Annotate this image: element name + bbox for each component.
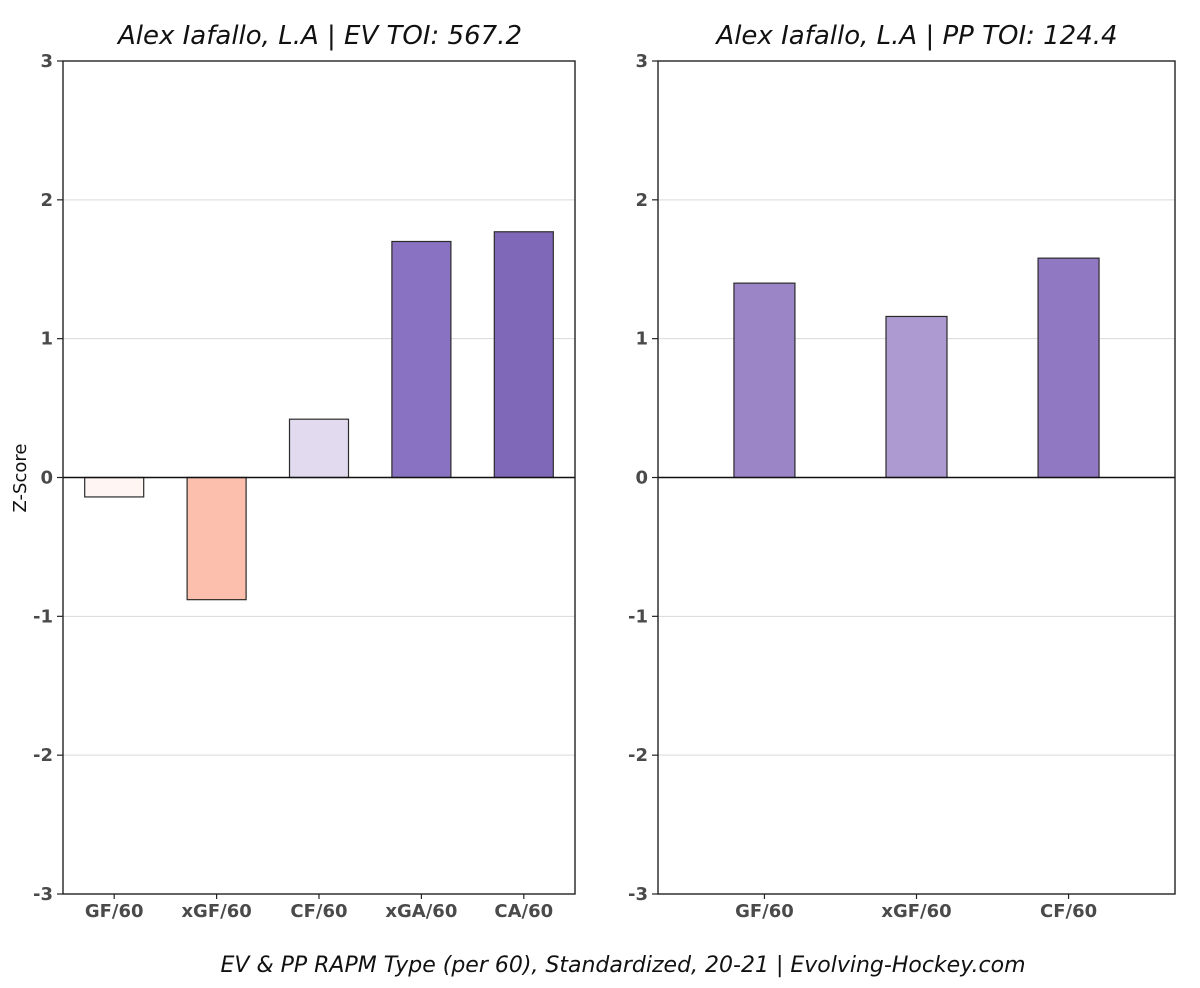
y-tick-label: 0 <box>40 468 53 489</box>
y-tick-label: 1 <box>635 329 648 350</box>
y-tick-label: 2 <box>40 190 53 211</box>
y-tick-label: 1 <box>40 329 53 350</box>
x-tick-label: CF/60 <box>1040 901 1097 922</box>
x-tick-label: CA/60 <box>494 901 553 922</box>
bar-xgf-per-60 <box>885 315 948 479</box>
y-tick-label: 0 <box>635 468 648 489</box>
bar-ca-per-60 <box>493 231 554 479</box>
x-tick-label: GF/60 <box>85 901 144 922</box>
bar-xga-per-60 <box>391 240 452 479</box>
bar-gf-per-60 <box>733 282 796 479</box>
pp-rapm-chart: Alex Iafallo, L.A | PP TOI: 124.4 -3 -2 -1… <box>628 21 1176 922</box>
y-tick-label: 3 <box>635 51 648 72</box>
y-tick-label: -3 <box>33 884 53 905</box>
pp-chart-title: Alex Iafallo, L.A | PP TOI: 124.4 <box>714 21 1117 51</box>
bar-cf-per-60 <box>288 418 350 479</box>
y-axis-label: Z-Score <box>10 444 31 513</box>
y-tick-label: -1 <box>628 606 648 627</box>
bar-cf-per-60 <box>1037 257 1100 479</box>
y-tick-label: 3 <box>40 51 53 72</box>
y-tick-label: -1 <box>33 606 53 627</box>
ev-rapm-chart: Alex Iafallo, L.A | EV TOI: 567.2 Z-Scor… <box>10 21 576 922</box>
y-tick-label: -3 <box>628 884 648 905</box>
y-tick-label: -2 <box>33 745 53 766</box>
bar-xgf-per-60 <box>186 476 247 601</box>
x-tick-label: xGF/60 <box>881 901 951 922</box>
y-tick-label: 2 <box>635 190 648 211</box>
figure-caption: EV & PP RAPM Type (per 60), Standardized… <box>221 953 1026 978</box>
x-tick-label: GF/60 <box>735 901 794 922</box>
y-tick-label: -2 <box>628 745 648 766</box>
x-tick-label: xGA/60 <box>385 901 457 922</box>
ev-chart-title: Alex Iafallo, L.A | EV TOI: 567.2 <box>116 21 522 51</box>
bar-gf-per-60 <box>84 476 145 498</box>
x-tick-label: xGF/60 <box>181 901 251 922</box>
x-tick-label: CF/60 <box>290 901 347 922</box>
